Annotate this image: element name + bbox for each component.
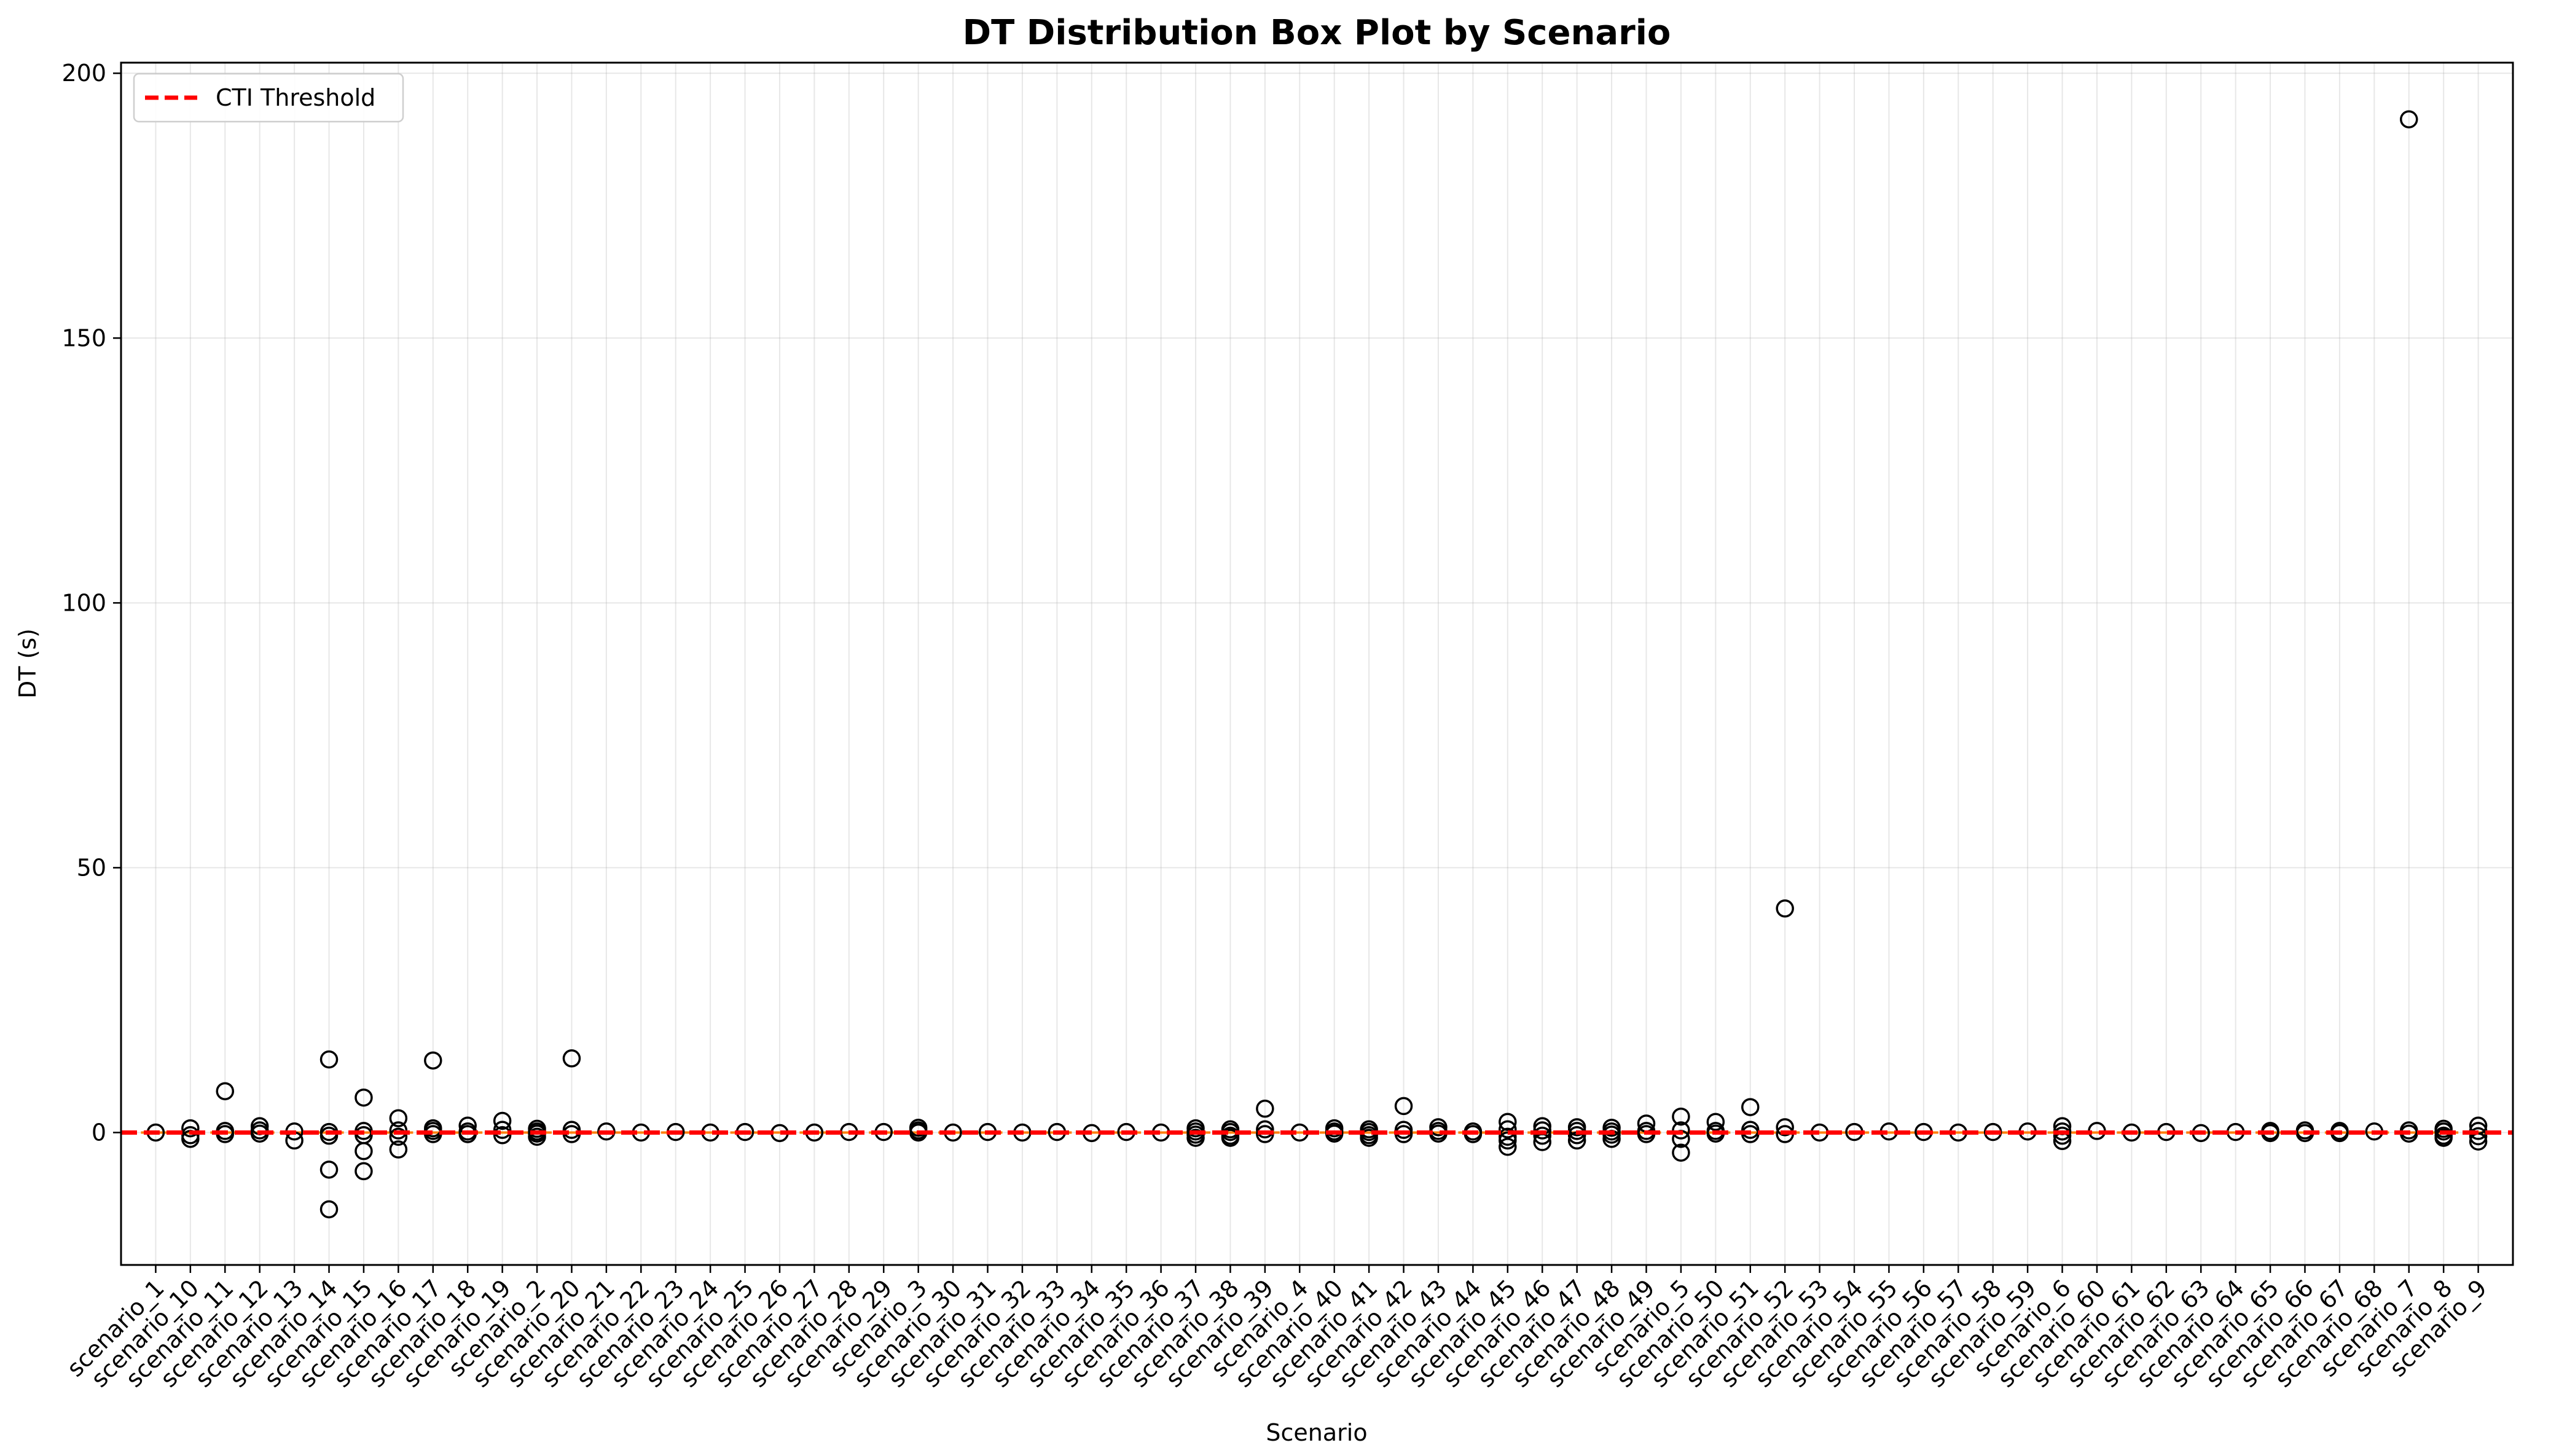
outlier-point-scenario_50-0 <box>1706 1113 1725 1131</box>
outlier-point-scenario_45-0 <box>1499 1113 1517 1131</box>
outlier-point-scenario_45-4 <box>1499 1137 1517 1156</box>
axes-frame <box>120 61 2514 1266</box>
outlier-point-scenario_38-3 <box>1221 1129 1240 1147</box>
chart-title: DT Distribution Box Plot by Scenario <box>963 13 1671 53</box>
outlier-point-scenario_51-0 <box>1741 1098 1760 1116</box>
outlier-point-scenario_5-0 <box>1672 1107 1690 1126</box>
outlier-point-scenario_39-0 <box>1256 1099 1274 1118</box>
outlier-point-scenario_20-0 <box>562 1049 581 1068</box>
outlier-point-scenario_52-1 <box>1776 1118 1794 1137</box>
outlier-point-scenario_11-0 <box>216 1082 235 1100</box>
outlier-point-scenario_41-3 <box>1360 1129 1378 1147</box>
outlier-point-scenario_14-0 <box>319 1050 339 1069</box>
outlier-point-scenario_8-3 <box>2434 1129 2453 1147</box>
y-tick-label-100: 100 <box>61 589 106 616</box>
outlier-point-scenario_46-2 <box>1533 1126 1551 1145</box>
y-axis-label: DT (s) <box>14 628 41 699</box>
legend: CTI Threshold <box>133 72 404 123</box>
outlier-point-scenario_19-2 <box>493 1126 512 1145</box>
y-tick-label-0: 0 <box>92 1119 106 1146</box>
outlier-point-scenario_5-3 <box>1672 1143 1690 1162</box>
outlier-point-scenario_17-0 <box>424 1051 442 1070</box>
outlier-point-scenario_37-3 <box>1186 1129 1205 1147</box>
outlier-point-scenario_45-3 <box>1499 1131 1517 1150</box>
x-axis: scenario_1scenario_10scenario_11scenario… <box>61 1265 2492 1393</box>
outlier-point-scenario_2-3 <box>528 1127 546 1146</box>
outlier-point-scenario_6-2 <box>2053 1126 2072 1145</box>
outlier-point-scenario_39-1 <box>1256 1120 1274 1139</box>
plot-area <box>121 110 2513 1219</box>
legend-box <box>133 72 404 123</box>
outlier-point-scenario_7-0 <box>2399 110 2418 128</box>
outlier-point-scenario_19-0 <box>493 1111 512 1130</box>
outlier-point-scenario_14-3 <box>319 1160 339 1179</box>
outlier-point-scenario_42-0 <box>1394 1097 1413 1116</box>
outlier-point-scenario_15-3 <box>355 1141 373 1160</box>
outlier-point-scenario_52-0 <box>1776 899 1794 918</box>
outlier-point-scenario_15-0 <box>355 1088 373 1107</box>
outlier-point-scenario_16-2 <box>389 1127 408 1146</box>
outlier-point-scenario_16-3 <box>389 1140 408 1159</box>
outlier-point-scenario_16-0 <box>389 1109 408 1127</box>
outlier-point-scenario_14-4 <box>319 1200 339 1219</box>
y-tick-label-200: 200 <box>61 60 106 87</box>
legend-label-cti-threshold: CTI Threshold <box>216 84 375 111</box>
outlier-point-scenario_47-2 <box>1567 1126 1586 1145</box>
outlier-point-scenario_19-1 <box>493 1121 512 1139</box>
outlier-point-scenario_14-2 <box>319 1126 339 1145</box>
y-axis: 0 50 100 150 200 <box>61 60 121 1146</box>
outlier-point-scenario_45-1 <box>1499 1120 1517 1139</box>
y-tick-label-50: 50 <box>77 854 106 881</box>
grid-lines <box>121 63 2513 1265</box>
outlier-point-scenario_15-4 <box>355 1162 373 1181</box>
outlier-point-scenario_9-2 <box>2469 1127 2488 1146</box>
y-tick-label-150: 150 <box>61 324 106 351</box>
x-axis-label: Scenario <box>1266 1419 1367 1446</box>
outlier-point-scenario_10-0 <box>181 1119 200 1138</box>
